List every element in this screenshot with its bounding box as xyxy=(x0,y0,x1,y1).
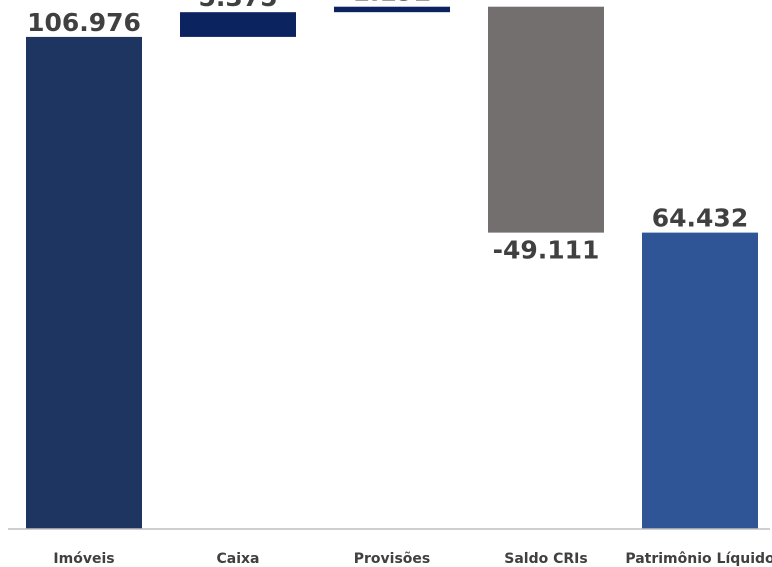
value-label: 5.375 xyxy=(198,0,277,12)
value-labels-group: 106.976 5.375 1.192 -49.111 64.432 xyxy=(27,0,748,265)
bar-patrimonio-liquido xyxy=(642,232,758,529)
bar-caixa xyxy=(180,12,296,37)
bar-imoveis xyxy=(26,36,142,529)
category-labels-group: Imóveis Caixa Provisões Saldo CRIs Patrimôni… xyxy=(53,551,772,567)
category-label: Caixa xyxy=(217,551,260,567)
category-label: Imóveis xyxy=(53,551,114,567)
category-label: Saldo CRIs xyxy=(504,551,587,567)
bar-saldo-cris xyxy=(488,6,604,233)
bars-group xyxy=(26,6,758,529)
value-label: 64.432 xyxy=(652,204,748,233)
bar-provisoes xyxy=(334,6,450,13)
category-label: Patrimônio Líquido xyxy=(625,551,772,567)
value-label: 106.976 xyxy=(27,8,141,37)
value-label: 1.192 xyxy=(352,0,431,7)
value-label: -49.111 xyxy=(493,236,600,265)
category-label: Provisões xyxy=(354,551,431,567)
